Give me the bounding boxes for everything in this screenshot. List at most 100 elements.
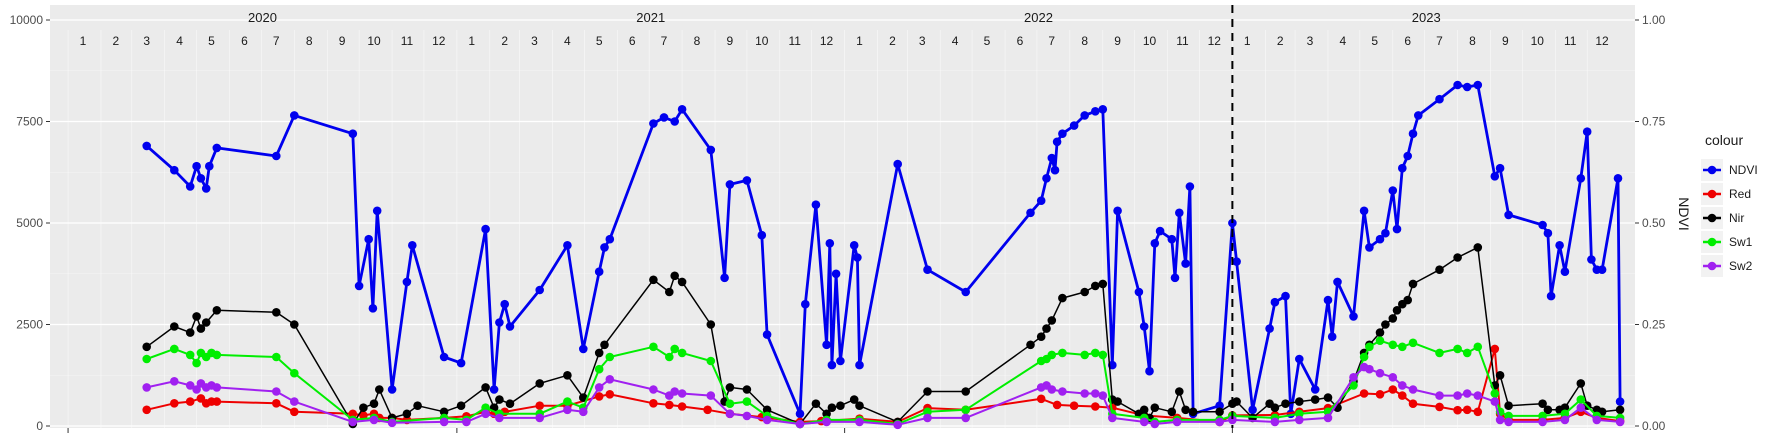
point-nir-41	[849, 395, 859, 404]
point-nir-8	[290, 320, 299, 329]
month-label-2022-7: 7	[1048, 34, 1055, 48]
point-ndvi-106	[1473, 80, 1483, 90]
point-ndvi-16	[402, 277, 412, 287]
point-sw2-20	[594, 383, 604, 392]
point-ndvi-50	[853, 253, 862, 262]
point-red-54	[1453, 405, 1462, 415]
point-ndvi-15	[387, 385, 397, 394]
point-ndvi-53	[923, 265, 932, 275]
point-red-24	[649, 399, 658, 408]
point-red-51	[1398, 391, 1407, 400]
point-sw1-53	[1359, 352, 1369, 362]
grid	[50, 19, 1635, 428]
month-label-2022-8: 8	[1081, 34, 1088, 48]
point-sw1-54	[1365, 342, 1374, 352]
point-sw1-39	[1058, 348, 1067, 358]
point-nir-27	[649, 275, 658, 285]
month-label-2020-4: 4	[176, 34, 183, 48]
point-ndvi-12	[364, 234, 374, 244]
point-sw2-41	[1091, 389, 1100, 398]
point-ndvi-23	[500, 299, 510, 309]
point-sw2-49	[1270, 417, 1280, 427]
point-ndvi-97	[1388, 186, 1398, 195]
point-nir-17	[456, 401, 466, 411]
point-ndvi-19	[456, 358, 466, 368]
point-nir-61	[1175, 387, 1184, 396]
point-ndvi-48	[836, 356, 845, 366]
point-red-6	[212, 397, 222, 406]
point-nir-44	[923, 387, 932, 396]
point-sw2-45	[1150, 419, 1160, 429]
point-ndvi-111	[1543, 228, 1553, 238]
point-nir-12	[375, 385, 384, 394]
point-sw2-35	[961, 413, 970, 423]
point-ndvi-116	[1582, 127, 1592, 136]
point-ndvi-41	[795, 409, 805, 419]
point-sw1-58	[1408, 338, 1418, 348]
point-red-38	[1069, 401, 1079, 411]
point-red-56	[1473, 407, 1483, 417]
point-nir-37	[811, 399, 821, 409]
point-ndvi-31	[649, 119, 658, 128]
point-ndvi-7	[212, 143, 222, 153]
point-ndvi-39	[757, 230, 767, 240]
right-tick-label-2: 0.50	[1642, 216, 1666, 230]
point-sw2-61	[1462, 389, 1472, 398]
month-label-2021-3: 3	[531, 34, 538, 48]
point-nir-79	[1381, 320, 1390, 329]
month-label-2020-2: 2	[113, 34, 120, 48]
point-nir-14	[402, 409, 412, 419]
point-nir-94	[1560, 403, 1570, 413]
point-ndvi-0	[142, 141, 151, 151]
point-sw2-12	[387, 418, 397, 428]
month-label-2021-7: 7	[661, 34, 668, 48]
point-ndvi-68	[1134, 287, 1144, 297]
right-tick-label-0: 0.00	[1642, 419, 1666, 433]
point-ndvi-52	[893, 159, 902, 169]
point-ndvi-5	[201, 184, 211, 193]
point-ndvi-82	[1248, 405, 1257, 415]
point-ndvi-103	[1435, 94, 1444, 104]
point-ndvi-17	[408, 241, 417, 250]
point-red-39	[1091, 402, 1100, 411]
point-sw2-39	[1058, 387, 1067, 396]
point-sw2-57	[1398, 381, 1407, 390]
point-ndvi-55	[1026, 208, 1035, 218]
point-ndvi-54	[961, 287, 970, 297]
point-sw1-68	[1576, 395, 1586, 404]
point-ndvi-120	[1613, 174, 1623, 183]
month-label-2021-2: 2	[501, 34, 508, 48]
point-ndvi-73	[1167, 234, 1177, 244]
point-sw2-2	[185, 381, 195, 390]
point-sw2-14	[462, 417, 471, 427]
month-label-2021-10: 10	[755, 34, 769, 48]
point-nir-47	[1036, 332, 1046, 342]
point-sw1-62	[1473, 342, 1483, 352]
point-ndvi-102	[1414, 111, 1423, 120]
point-ndvi-60	[1052, 137, 1062, 147]
point-ndvi-28	[594, 267, 604, 277]
point-sw1-27	[725, 399, 735, 409]
point-ndvi-51	[855, 360, 864, 370]
point-ndvi-46	[827, 360, 837, 370]
point-ndvi-110	[1538, 220, 1547, 230]
legend-label-nir: Nir	[1729, 211, 1744, 225]
point-sw2-40	[1080, 389, 1089, 398]
point-sw1-55	[1375, 336, 1385, 346]
point-sw2-66	[1538, 417, 1547, 427]
point-nir-31	[706, 320, 716, 329]
month-label-2023-10: 10	[1531, 34, 1545, 48]
point-ndvi-35	[706, 145, 716, 155]
point-sw2-17	[535, 413, 544, 423]
point-ndvi-56	[1036, 196, 1046, 205]
point-sw2-46	[1172, 417, 1182, 427]
point-sw2-68	[1576, 403, 1586, 413]
point-nir-29	[670, 271, 679, 281]
point-nir-46	[1026, 340, 1035, 350]
point-nir-40	[836, 401, 845, 411]
month-label-2020-12: 12	[432, 34, 446, 48]
point-sw2-29	[762, 415, 772, 425]
point-sw1-60	[1453, 344, 1462, 354]
legend-key-point-sw1	[1707, 237, 1717, 247]
